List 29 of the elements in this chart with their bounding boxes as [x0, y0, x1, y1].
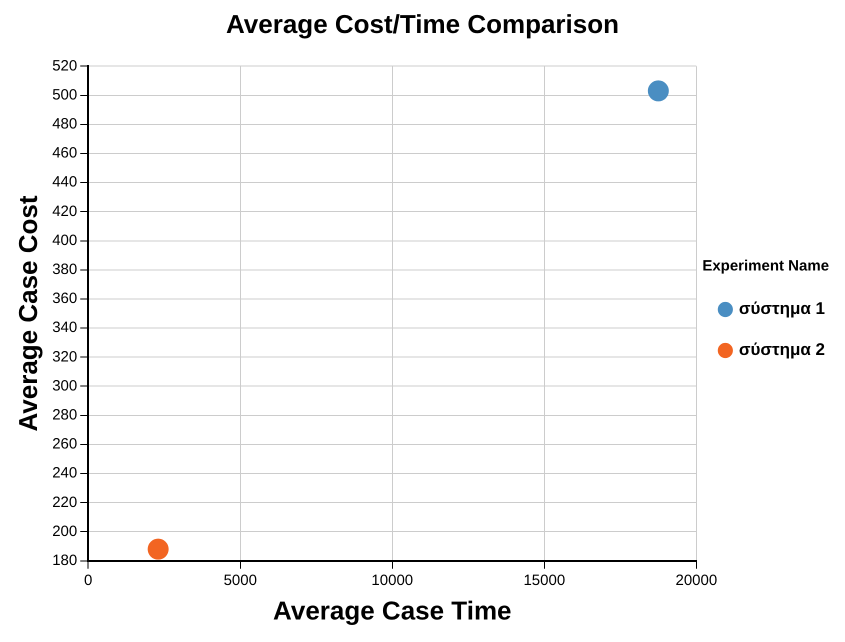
y-tick-label: 260 — [52, 436, 78, 453]
y-tick-label: 420 — [52, 202, 78, 220]
y-tick-label: 500 — [52, 86, 78, 104]
x-tick-label: 20000 — [675, 572, 718, 589]
x-axis-title: Average Case Time — [273, 596, 512, 626]
y-tick-label: 380 — [52, 261, 78, 278]
y-tick-label: 400 — [52, 232, 78, 249]
y-axis-title: Average Case Cost — [12, 195, 43, 432]
x-tick-label: 5000 — [224, 572, 257, 589]
y-tick-label: 440 — [52, 174, 78, 191]
y-tick-label: 360 — [52, 290, 78, 308]
y-tick-label: 460 — [52, 144, 78, 162]
legend-label: σύστημα 1 — [738, 299, 825, 318]
x-tick-label: 0 — [84, 572, 92, 589]
y-tick-label: 200 — [52, 522, 78, 540]
y-tick-label: 220 — [52, 494, 78, 511]
y-tick-label: 280 — [52, 406, 78, 424]
y-tick-label: 300 — [52, 377, 78, 394]
y-tick-label: 240 — [52, 464, 78, 482]
y-tick-label: 320 — [52, 348, 78, 366]
legend-title: Experiment Name — [702, 258, 830, 275]
legend-label: σύστημα 2 — [738, 340, 825, 360]
chart-title: Average Cost/Time Comparison — [226, 8, 619, 39]
y-tick-label: 180 — [52, 552, 78, 569]
y-tick-label: 520 — [52, 57, 78, 74]
x-tick-label: 10000 — [371, 572, 414, 589]
x-tick-label: 15000 — [523, 572, 566, 589]
y-tick-label: 340 — [52, 319, 78, 336]
y-tick-label: 480 — [52, 116, 78, 133]
